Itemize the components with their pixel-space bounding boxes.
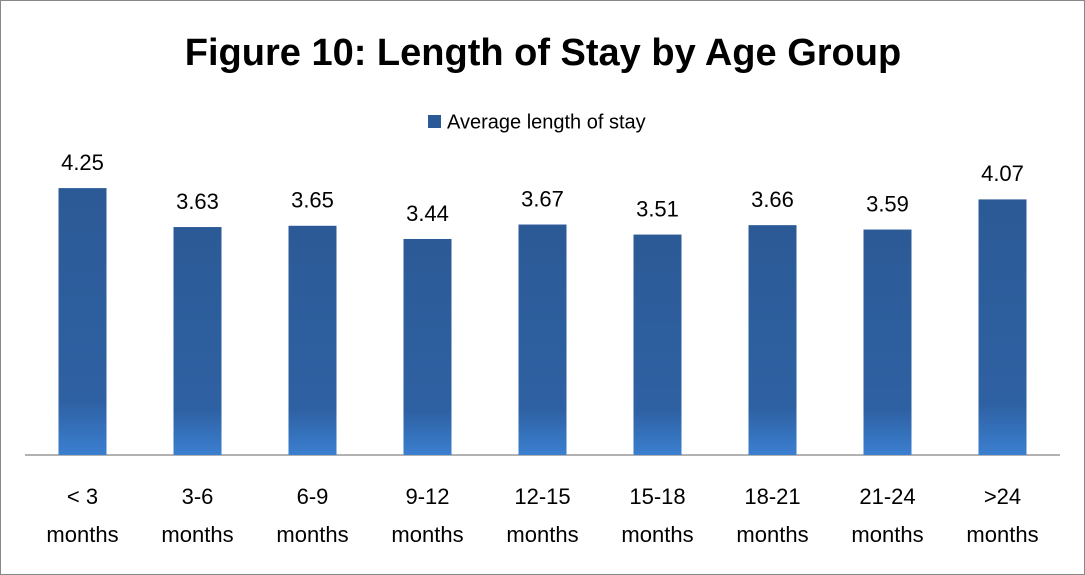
bar	[518, 224, 567, 455]
data-label: 3.66	[751, 187, 794, 212]
bar	[633, 234, 682, 455]
data-label: 3.59	[866, 191, 909, 216]
data-label: 3.44	[406, 201, 449, 226]
x-tick-label: 3-6 months	[161, 484, 234, 547]
legend-swatch	[428, 115, 441, 128]
data-label: 3.51	[636, 196, 679, 221]
bar	[288, 225, 337, 455]
x-tick-label: 6-9 months	[276, 484, 349, 547]
chart-title: Figure 10: Length of Stay by Age Group	[185, 32, 901, 74]
data-label: 3.63	[176, 189, 219, 214]
x-tick-label: 18-21 months	[736, 484, 809, 547]
bar	[403, 238, 452, 455]
x-tick-label: 15-18 months	[621, 484, 694, 547]
bar	[58, 188, 107, 455]
bar	[173, 227, 222, 455]
x-tick-label: 9-12 months	[391, 484, 464, 547]
data-label: 3.67	[521, 186, 564, 211]
x-tick-label: >24 months	[966, 484, 1039, 547]
x-tick-label: 21-24 months	[851, 484, 924, 547]
x-tick-label: < 3 months	[46, 484, 119, 547]
data-label: 4.25	[61, 150, 104, 175]
data-label: 4.07	[981, 161, 1024, 186]
bar	[863, 229, 912, 455]
legend-label: Average length of stay	[447, 111, 646, 133]
bar	[978, 199, 1027, 455]
x-tick-label: 12-15 months	[506, 484, 579, 547]
data-label: 3.65	[291, 188, 334, 213]
bar	[748, 225, 797, 455]
